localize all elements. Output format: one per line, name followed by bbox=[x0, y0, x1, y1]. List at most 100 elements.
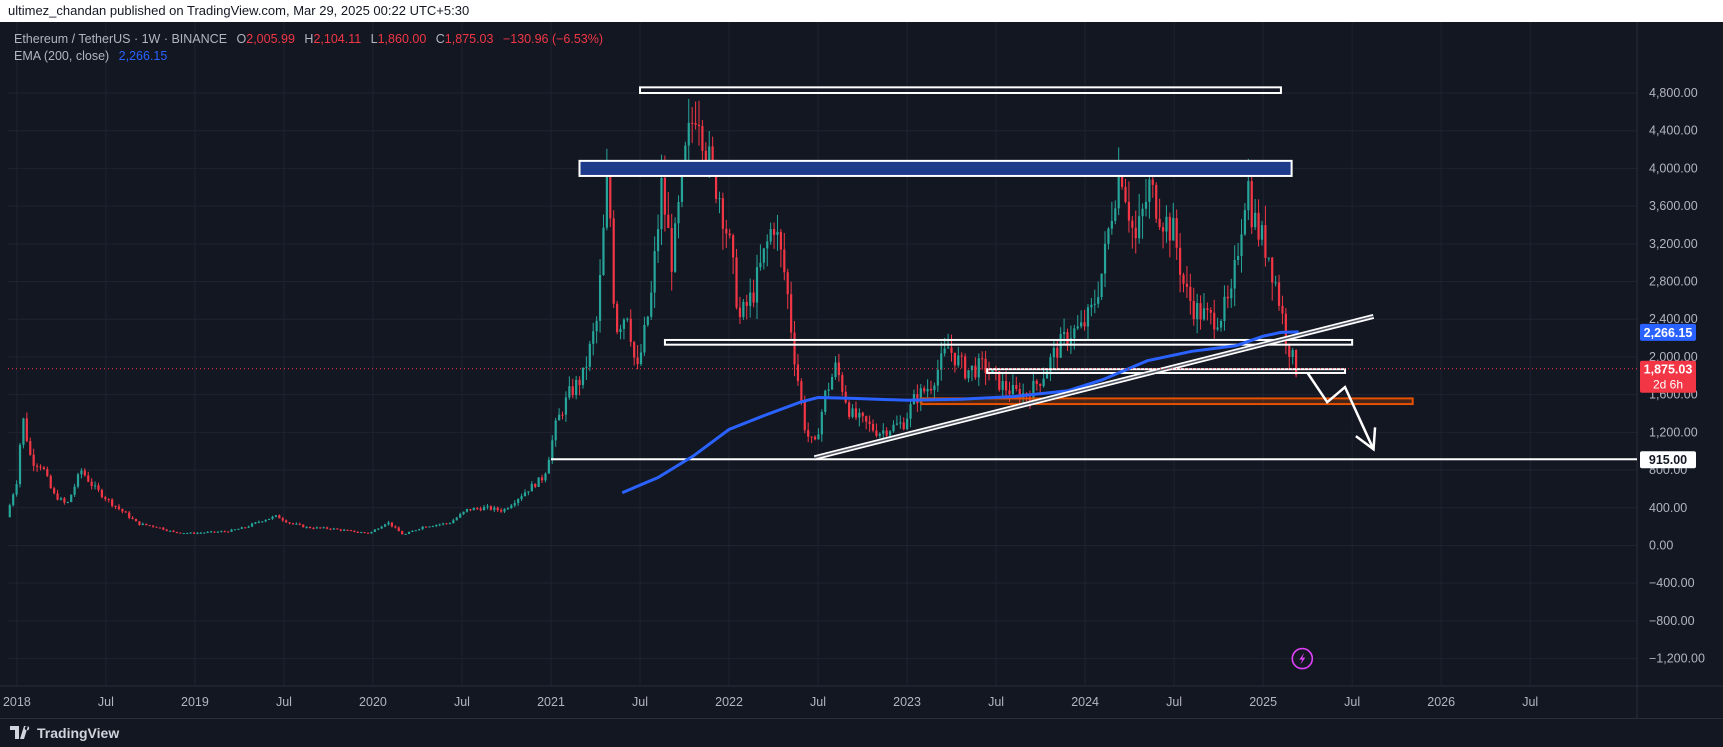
candle-body bbox=[319, 527, 322, 529]
candle bbox=[363, 532, 366, 534]
candle bbox=[145, 523, 148, 526]
footer-bar: TradingView bbox=[0, 718, 1723, 747]
time-tick-label: 2025 bbox=[1249, 695, 1277, 709]
candle-body bbox=[970, 365, 974, 371]
bar-countdown: 2d 6h bbox=[1653, 378, 1683, 392]
candle-body bbox=[786, 272, 789, 295]
candle-body bbox=[329, 528, 332, 530]
candle-body bbox=[1247, 181, 1250, 211]
candle-body bbox=[585, 366, 588, 368]
candle bbox=[687, 98, 690, 168]
price-chart[interactable]: 4,800.00 4,400.00 4,000.00 3,600.00 3,200.00… bbox=[0, 22, 1723, 718]
candle bbox=[725, 219, 728, 248]
candle bbox=[486, 503, 489, 510]
time-tick-label: Jul bbox=[632, 695, 648, 709]
candle-body bbox=[875, 430, 878, 436]
candle bbox=[46, 466, 49, 478]
resistance-zone[interactable] bbox=[578, 159, 1293, 177]
ema-line[interactable] bbox=[621, 330, 1299, 495]
candle bbox=[1117, 147, 1120, 216]
candle-body bbox=[462, 511, 465, 515]
candle-body bbox=[1271, 257, 1274, 283]
orange-support-zone[interactable] bbox=[920, 397, 1414, 406]
lightning-icon[interactable] bbox=[1291, 647, 1314, 670]
candle bbox=[220, 530, 223, 533]
candle bbox=[496, 506, 499, 513]
candle bbox=[285, 519, 288, 523]
candle bbox=[1254, 198, 1257, 231]
candle-body bbox=[1093, 303, 1096, 305]
candle-body bbox=[776, 231, 779, 235]
candle-body bbox=[230, 529, 233, 532]
candle-body bbox=[848, 402, 851, 417]
candle bbox=[595, 316, 598, 344]
candle-body bbox=[1059, 334, 1062, 358]
ema-label[interactable]: EMA (200, close) bbox=[14, 49, 110, 63]
time-tick-label: Jul bbox=[1522, 695, 1538, 709]
candle bbox=[636, 345, 639, 370]
candle-body bbox=[424, 526, 428, 528]
candle-body bbox=[377, 528, 380, 530]
candle-body bbox=[704, 150, 707, 165]
candle-body bbox=[759, 262, 762, 268]
candle bbox=[500, 508, 503, 513]
candle bbox=[172, 530, 175, 533]
candle-body bbox=[534, 483, 537, 487]
candle-body bbox=[117, 506, 121, 509]
candle bbox=[288, 521, 291, 525]
tradingview-logo[interactable]: TradingView bbox=[10, 725, 119, 741]
candle-body bbox=[1209, 309, 1212, 313]
candle-body bbox=[104, 497, 107, 500]
candle-body bbox=[1243, 210, 1247, 235]
candle bbox=[936, 359, 939, 392]
candle-body bbox=[496, 507, 499, 511]
symbol-label[interactable]: Ethereum / TetherUS · 1W · BINANCE bbox=[14, 32, 228, 46]
price-tick-label: 3,600.00 bbox=[1649, 199, 1698, 213]
candle bbox=[329, 528, 332, 531]
candle bbox=[83, 468, 86, 477]
candle bbox=[66, 501, 69, 504]
candle-body bbox=[332, 528, 336, 530]
candle bbox=[1062, 318, 1066, 346]
candle bbox=[223, 530, 226, 533]
candle-body bbox=[663, 177, 666, 215]
candle bbox=[148, 524, 151, 527]
candle-body bbox=[1049, 357, 1052, 372]
candle bbox=[1134, 210, 1137, 254]
candle-body bbox=[175, 531, 179, 533]
candle-body bbox=[49, 475, 52, 489]
ema-value: 2,266.15 bbox=[118, 49, 168, 63]
candle bbox=[325, 526, 329, 530]
candle bbox=[1018, 382, 1021, 405]
candle-body bbox=[465, 508, 469, 512]
candle bbox=[339, 528, 342, 532]
candle-body bbox=[742, 301, 745, 318]
candle bbox=[977, 353, 980, 386]
candle-body bbox=[18, 444, 22, 485]
candle-body bbox=[141, 523, 144, 525]
candle-body bbox=[1155, 184, 1158, 219]
candle bbox=[953, 352, 957, 373]
tradingview-logo-icon bbox=[10, 726, 30, 739]
candle bbox=[824, 389, 827, 415]
candle bbox=[1213, 299, 1216, 341]
candle-body bbox=[114, 505, 117, 507]
candle bbox=[189, 532, 192, 534]
candle-body bbox=[76, 474, 80, 487]
top-resistance-box[interactable] bbox=[639, 86, 1282, 94]
candle-body bbox=[192, 532, 196, 534]
candle-body bbox=[500, 510, 503, 512]
candle bbox=[639, 343, 643, 366]
candle bbox=[585, 356, 588, 380]
support-box-upper[interactable] bbox=[663, 338, 1354, 346]
candle bbox=[670, 213, 673, 291]
candle bbox=[762, 247, 765, 270]
candle bbox=[39, 464, 42, 471]
candle bbox=[397, 526, 400, 532]
candle bbox=[442, 522, 445, 526]
projection-arrow[interactable] bbox=[1306, 372, 1375, 450]
candle bbox=[373, 529, 376, 532]
candle-body bbox=[325, 527, 329, 529]
candle-body bbox=[411, 530, 414, 533]
candle-body bbox=[213, 531, 216, 533]
